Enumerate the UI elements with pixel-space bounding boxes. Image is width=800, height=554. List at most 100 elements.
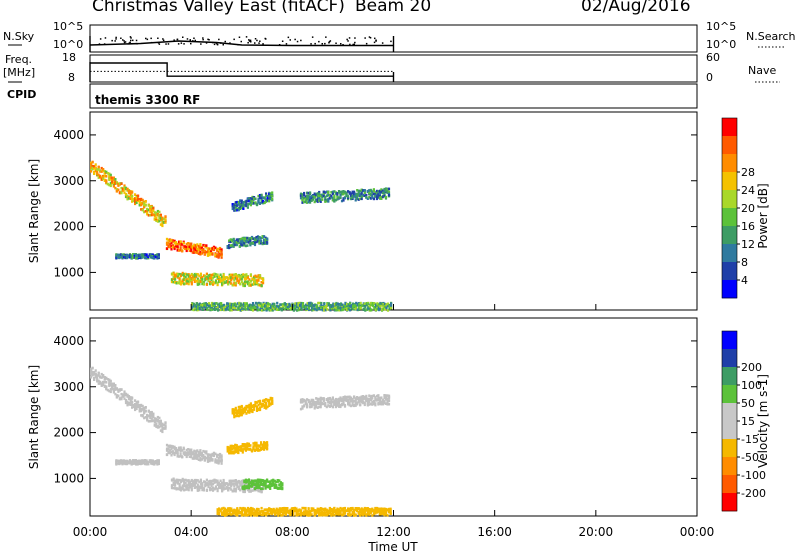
echo-cell	[322, 190, 325, 194]
echo-cell	[144, 253, 147, 256]
echo-cell	[207, 302, 211, 305]
echo-cell	[129, 192, 132, 195]
echo-cell	[243, 482, 246, 486]
echo-cell	[167, 244, 170, 247]
echo-cell	[363, 194, 366, 197]
echo-cell	[351, 190, 354, 194]
echo-cell	[237, 451, 240, 455]
echo-cell	[152, 415, 155, 419]
echo-cell	[185, 245, 188, 249]
echo-cell	[145, 253, 148, 256]
echo-cell	[108, 383, 111, 386]
echo-cell	[146, 413, 149, 417]
echo-cell	[311, 304, 314, 308]
echo-cell	[280, 308, 283, 312]
echo-cell	[373, 307, 376, 310]
echo-cell	[174, 481, 177, 485]
echo-cell	[305, 303, 308, 307]
echo-cell	[313, 404, 316, 407]
echo-cell	[167, 450, 170, 453]
echo-cell	[250, 479, 254, 483]
echo-cell	[286, 510, 289, 513]
echo-cell	[269, 402, 272, 406]
nsky-point	[289, 39, 291, 41]
echo-cell	[324, 200, 327, 203]
echo-cell	[157, 459, 160, 462]
echo-cell	[319, 194, 322, 198]
echo-cell	[234, 479, 237, 482]
echo-cell	[323, 308, 326, 311]
echo-cell	[269, 193, 272, 197]
echo-cell	[264, 238, 267, 241]
echo-cell	[288, 305, 291, 308]
echo-cell	[201, 276, 204, 280]
echo-cell	[216, 253, 219, 256]
echo-cell	[221, 489, 224, 492]
echo-cell	[243, 443, 246, 446]
echo-cell	[378, 400, 381, 403]
echo-cell	[260, 239, 263, 243]
echo-cell	[368, 397, 371, 401]
colorbar-segment	[722, 262, 737, 281]
echo-cell	[178, 277, 181, 281]
echo-cell	[351, 507, 354, 511]
echo-cell	[217, 250, 220, 254]
echo-cell	[118, 460, 121, 463]
echo-cell	[353, 395, 356, 398]
echo-cell	[342, 396, 345, 399]
echo-cell	[223, 308, 226, 312]
echo-cell	[293, 509, 297, 512]
echo-cell	[213, 308, 217, 311]
echo-cell	[366, 403, 369, 407]
echo-cell	[158, 416, 161, 420]
echo-cell	[263, 196, 266, 199]
echo-cell	[251, 199, 254, 203]
echo-cell	[190, 281, 193, 284]
echo-cell	[271, 304, 274, 308]
echo-cell	[221, 511, 224, 515]
echo-cell	[366, 508, 369, 511]
echo-cell	[248, 303, 251, 307]
echo-cell	[205, 452, 208, 455]
ytick-label: 4000	[53, 128, 84, 142]
echo-cell	[247, 448, 250, 451]
nsky-point	[342, 44, 344, 46]
echo-cell	[109, 390, 112, 394]
echo-cell	[240, 486, 243, 490]
echo-cell	[193, 280, 196, 283]
echo-cell	[265, 192, 268, 195]
echo-cell	[144, 462, 147, 466]
echo-cell	[363, 191, 366, 194]
echo-cell	[175, 478, 178, 482]
echo-cell	[240, 511, 243, 514]
echo-cell	[331, 400, 334, 404]
echo-cell	[274, 512, 277, 515]
echo-cell	[120, 186, 123, 190]
echo-cell	[221, 278, 224, 281]
echo-cell	[276, 301, 279, 305]
echo-cell	[333, 402, 336, 406]
echo-cell	[350, 305, 353, 309]
echo-cell	[222, 484, 225, 487]
xtick-label: 00:00	[73, 525, 108, 539]
echo-cell	[197, 455, 200, 458]
echo-cell	[304, 402, 307, 406]
echo-cell	[228, 451, 231, 455]
echo-cell	[134, 406, 137, 409]
echo-cell	[197, 450, 200, 454]
echo-cell	[332, 306, 335, 309]
echo-cell	[342, 305, 346, 309]
echo-cell	[318, 508, 321, 511]
echo-cell	[135, 196, 138, 200]
echo-cell	[114, 182, 117, 185]
echo-cell	[224, 487, 227, 490]
echo-cell	[176, 448, 179, 452]
echo-cell	[147, 461, 150, 465]
echo-cell	[137, 197, 140, 200]
echo-cell	[376, 302, 379, 305]
echo-cell	[202, 248, 205, 251]
echo-cell	[248, 197, 251, 200]
echo-cell	[191, 457, 194, 460]
echo-cell	[378, 192, 381, 195]
echo-cell	[307, 200, 310, 204]
